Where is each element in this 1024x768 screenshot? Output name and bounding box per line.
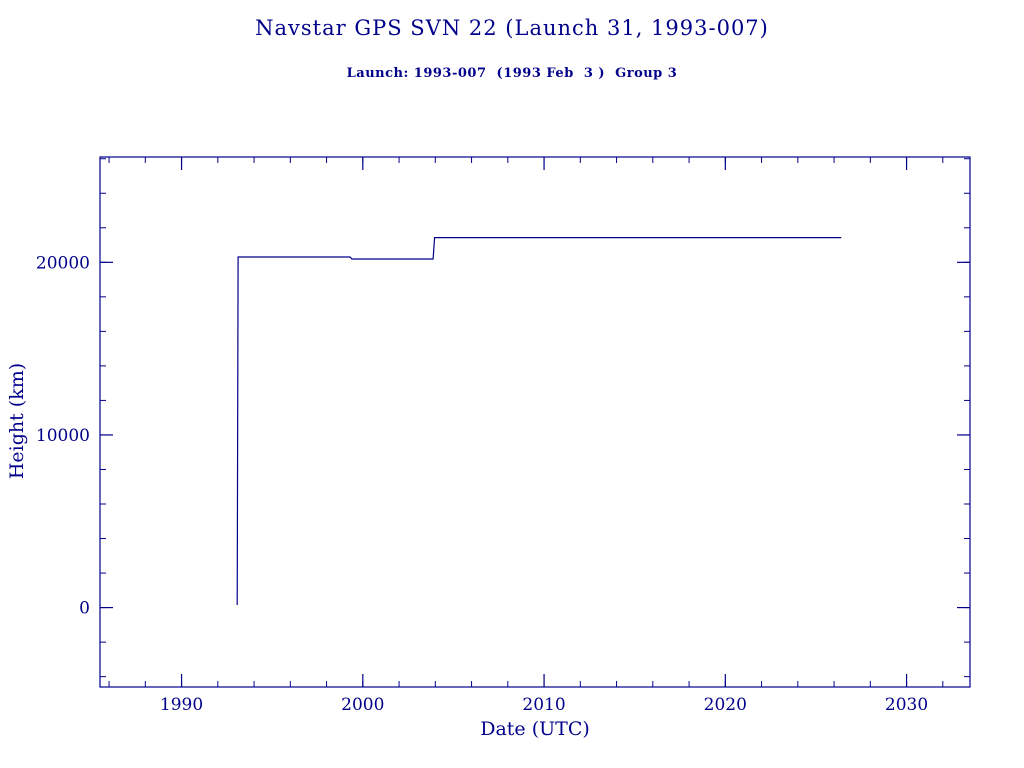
y-tick-label: 10000 [36, 426, 90, 446]
x-tick-label: 2020 [704, 695, 747, 715]
y-axis-label: Height (km) [6, 362, 28, 480]
chart-subtitle: Launch: 1993-007 (1993 Feb 3 ) Group 3 [346, 66, 678, 81]
y-tick-label: 20000 [36, 253, 90, 273]
y-tick-label: 0 [79, 599, 90, 619]
x-tick-label: 1990 [160, 695, 203, 715]
plot-frame [99, 156, 971, 688]
x-axis-label: Date (UTC) [480, 718, 590, 740]
x-tick-label: 2010 [522, 695, 565, 715]
height-km-line [236, 237, 842, 606]
x-tick-label: 2030 [885, 695, 928, 715]
chart-title: Navstar GPS SVN 22 (Launch 31, 1993-007) [255, 16, 769, 40]
x-tick-label: 2000 [341, 695, 384, 715]
